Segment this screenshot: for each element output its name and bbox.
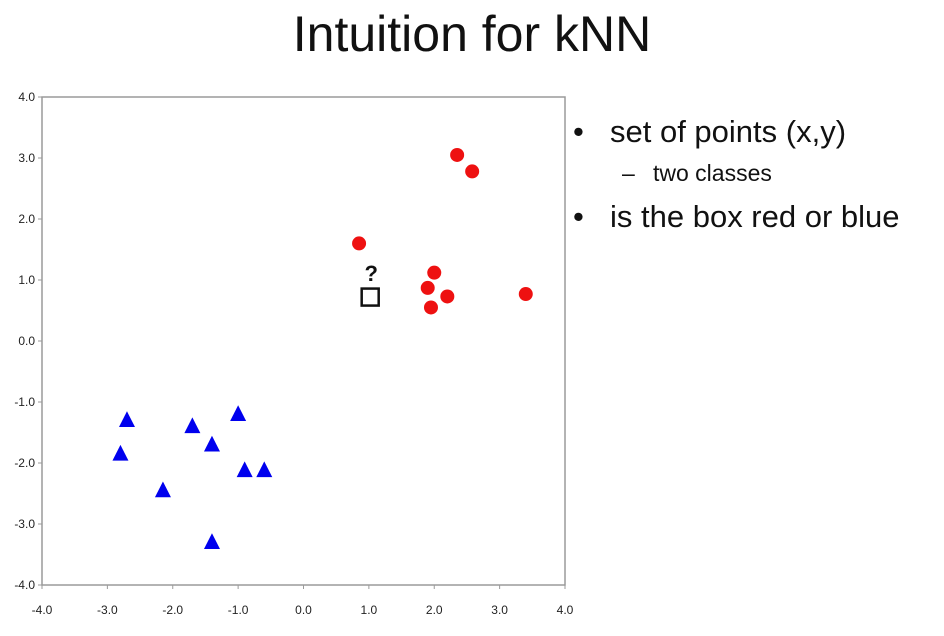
red-point: [465, 164, 480, 179]
x-tick-label: 0.0: [295, 603, 312, 617]
blue-point: [230, 405, 247, 421]
query-label: ?: [364, 261, 377, 286]
blue-point: [256, 461, 273, 478]
red-point: [440, 289, 455, 304]
bullet-is-box-red-or-blue: is the box red or blue: [573, 195, 944, 239]
x-tick-label: 1.0: [361, 603, 378, 617]
red-point: [420, 280, 435, 295]
sub-bullet-two-classes: – two classes: [573, 154, 944, 192]
x-axis-ticks: -4.0 -3.0 -2.0 -1.0 0.0 1.0 2.0 3.0 4.0: [32, 585, 574, 617]
x-tick-label: 4.0: [557, 603, 574, 617]
red-point: [427, 265, 442, 280]
red-point: [450, 147, 465, 162]
blue-point: [203, 533, 220, 550]
y-tick-label: 3.0: [18, 151, 35, 165]
query-box-group: ?: [360, 261, 380, 307]
y-tick-label: -4.0: [14, 578, 35, 592]
y-tick-label: -2.0: [14, 456, 35, 470]
y-tick-label: 4.0: [18, 90, 35, 104]
red-class-points: [352, 147, 533, 315]
x-tick-label: -3.0: [97, 603, 118, 617]
y-tick-label: 0.0: [18, 334, 35, 348]
x-tick-label: -2.0: [162, 603, 183, 617]
red-point: [423, 300, 438, 315]
blue-point: [203, 435, 220, 452]
plot-frame: [41, 96, 566, 586]
blue-point: [118, 411, 135, 428]
y-tick-label: -3.0: [14, 517, 35, 531]
knn-scatter-chart: -4.0 -3.0 -2.0 -1.0 0.0 1.0 2.0 3.0 4.0 -4.0 -3.0…: [0, 80, 580, 636]
bullet-set-of-points: set of points (x,y): [573, 110, 944, 154]
y-axis-ticks: -4.0 -3.0 -2.0 -1.0 0.0 1.0 2.0 3.0 4.0: [14, 90, 42, 592]
blue-point: [112, 444, 129, 461]
blue-point: [184, 417, 201, 434]
red-point: [518, 287, 533, 302]
blue-point: [154, 481, 171, 498]
x-tick-label: 2.0: [426, 603, 443, 617]
x-tick-label: -1.0: [228, 603, 249, 617]
sub-bullet-dash: –: [622, 160, 635, 186]
y-tick-label: -1.0: [14, 395, 35, 409]
blue-class-points: [112, 405, 273, 550]
red-point: [352, 236, 367, 251]
query-box: [360, 287, 380, 307]
scatter-plot: -4.0 -3.0 -2.0 -1.0 0.0 1.0 2.0 3.0 4.0 -4.0 -3.0…: [14, 90, 574, 617]
sub-bullet-label: two classes: [653, 160, 772, 186]
x-tick-label: 3.0: [491, 603, 508, 617]
slide-title: Intuition for kNN: [292, 6, 652, 62]
slide-bullets: set of points (x,y) – two classes is the…: [573, 110, 944, 239]
blue-point: [236, 461, 253, 478]
x-tick-label: -4.0: [32, 603, 53, 617]
y-tick-label: 2.0: [18, 212, 35, 226]
y-tick-label: 1.0: [18, 273, 35, 287]
